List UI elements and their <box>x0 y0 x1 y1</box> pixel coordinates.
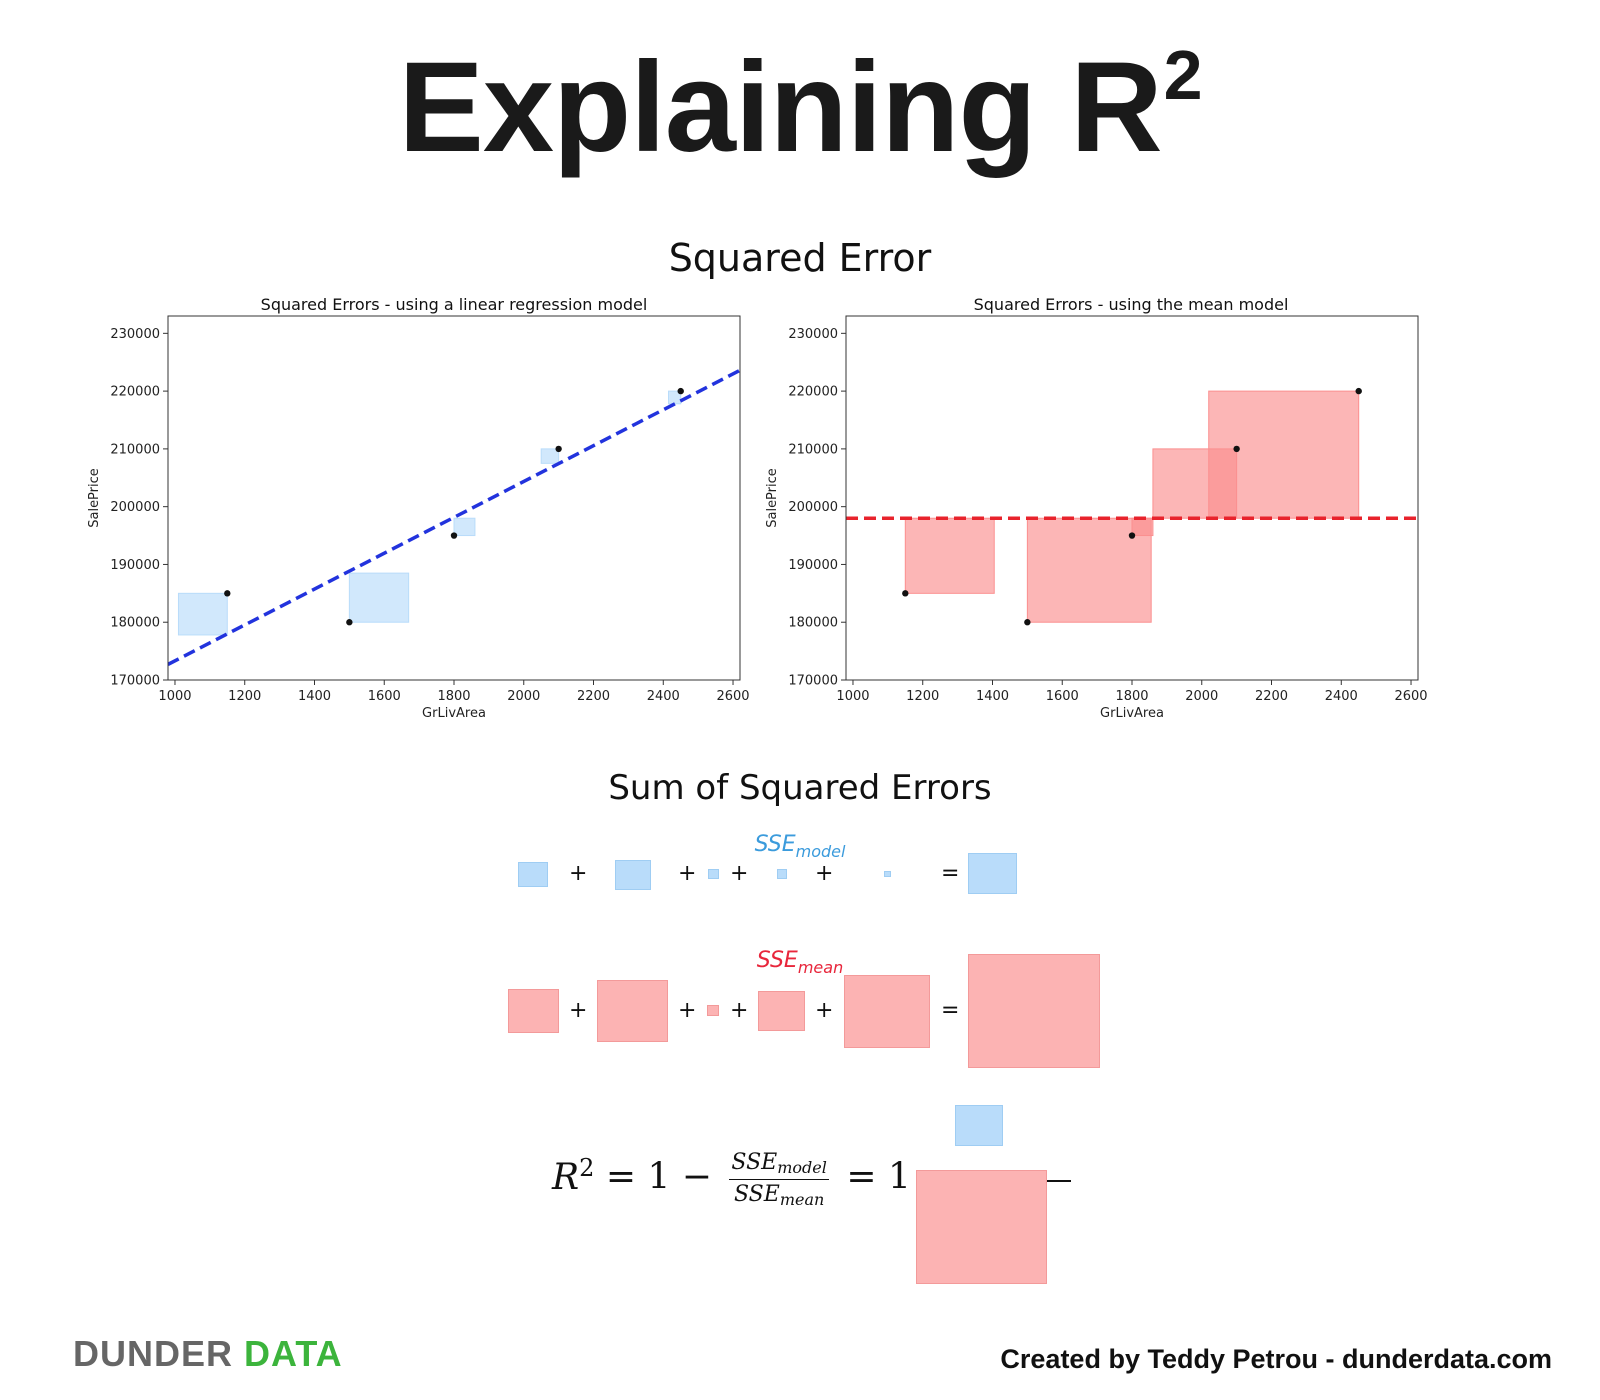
x-tick-label: 2000 <box>1185 689 1218 704</box>
y-tick-label: 200000 <box>110 500 160 515</box>
model-error-square-4 <box>777 869 787 879</box>
y-tick-label: 180000 <box>110 616 160 631</box>
y-tick-label: 170000 <box>110 674 160 689</box>
data-point-3 <box>1128 532 1136 539</box>
model-error-square-1 <box>518 862 548 887</box>
error-square-2 <box>348 572 410 623</box>
x-tick-label: 1000 <box>836 689 869 704</box>
x-tick-label: 1800 <box>437 689 470 704</box>
y-tick-label: 190000 <box>110 558 160 573</box>
plus-sign: + <box>678 998 697 1023</box>
mean-error-square-2 <box>597 980 668 1042</box>
x-axis-label: GrLivArea <box>422 706 486 721</box>
sse-model-label: SSEmodel <box>754 832 846 861</box>
page-title: Explaining R2 <box>398 36 1202 179</box>
x-tick-label: 2400 <box>1325 689 1358 704</box>
plus-sign: + <box>815 861 834 886</box>
model-error-square-2 <box>615 860 651 890</box>
data-point-1 <box>902 590 909 597</box>
x-tick-label: 2000 <box>507 689 540 704</box>
y-axis-label: SalePrice <box>765 468 780 528</box>
error-square-1 <box>904 517 995 594</box>
r-squared-formula: R2 = 1 − SSEmodel SSEmean = 1 − <box>552 1150 952 1209</box>
plus-sign: + <box>815 998 834 1023</box>
formula-equals-one-minus: = 1 − <box>605 1156 712 1198</box>
x-tick-label: 1200 <box>228 689 261 704</box>
error-square-4 <box>540 448 560 464</box>
y-tick-label: 210000 <box>788 442 838 457</box>
data-point-3 <box>450 532 458 539</box>
mean-error-square-1 <box>508 989 559 1033</box>
y-tick-label: 170000 <box>788 674 838 689</box>
y-tick-label: 230000 <box>788 327 838 342</box>
data-point-1 <box>224 590 231 597</box>
plus-sign: + <box>569 861 588 886</box>
formula-denominator-square <box>916 1170 1047 1284</box>
formula-numerator: SSEmodel <box>729 1150 829 1180</box>
x-tick-label: 1400 <box>976 689 1009 704</box>
y-tick-label: 220000 <box>110 385 160 400</box>
y-tick-label: 200000 <box>788 500 838 515</box>
regression-model-chart: 1000 1200 1400 1600 1800 2000 2200 2400 2600 1700… <box>87 315 750 721</box>
error-square-5 <box>1208 390 1360 519</box>
data-point-5 <box>1355 387 1362 395</box>
formula-fraction: SSEmodel SSEmean <box>729 1150 829 1209</box>
x-tick-label: 1600 <box>368 689 401 704</box>
y-axis-label: SalePrice <box>87 468 102 528</box>
plus-sign: + <box>569 998 588 1023</box>
sse-mean-total-square <box>968 954 1100 1068</box>
x-tick-label: 2200 <box>1255 689 1288 704</box>
y-tick-label: 180000 <box>788 616 838 631</box>
x-tick-label: 2600 <box>1394 689 1427 704</box>
y-tick-label: 210000 <box>110 442 160 457</box>
y-tick-label: 230000 <box>110 327 160 342</box>
plus-sign: + <box>730 861 749 886</box>
formula-lhs: R2 <box>552 1153 595 1198</box>
section-title-squared-error: Squared Error <box>668 236 932 280</box>
right-plot-title: Squared Errors - using the mean model <box>973 295 1289 314</box>
sse-mean-label: SSEmean <box>756 948 844 977</box>
sse-model-total-square <box>968 853 1017 894</box>
left-plot-title: Squared Errors - using a linear regressi… <box>260 295 648 314</box>
mean-error-square-5 <box>844 975 930 1048</box>
model-error-square-5 <box>884 871 891 877</box>
y-tick-label: 190000 <box>788 558 838 573</box>
error-square-1 <box>177 592 228 636</box>
equals-sign: = <box>941 998 960 1023</box>
model-line <box>168 368 740 666</box>
x-tick-label: 1400 <box>298 689 331 704</box>
x-axis-label: GrLivArea <box>1100 706 1164 721</box>
x-tick-label: 2200 <box>577 689 610 704</box>
x-tick-label: 2400 <box>647 689 680 704</box>
model-error-square-3 <box>708 869 719 879</box>
formula-numerator-square <box>955 1105 1003 1146</box>
x-tick-label: 1800 <box>1115 689 1148 704</box>
brand-logo: DUNDER DATA <box>73 1333 343 1374</box>
mean-error-square-3 <box>707 1005 719 1016</box>
credit-text: Created by Teddy Petrou - dunderdata.com <box>1000 1344 1552 1374</box>
data-point-5 <box>677 387 684 395</box>
equals-sign: = <box>941 861 960 886</box>
x-tick-label: 1000 <box>158 689 191 704</box>
plot-frame <box>167 315 741 681</box>
error-square-3 <box>453 517 476 537</box>
x-tick-label: 1600 <box>1046 689 1079 704</box>
y-tick-label: 220000 <box>788 385 838 400</box>
data-point-2 <box>1024 619 1031 626</box>
x-tick-label: 1200 <box>906 689 939 704</box>
data-point-4 <box>1233 445 1240 453</box>
plus-sign: + <box>730 998 749 1023</box>
plus-sign: + <box>678 861 697 886</box>
x-tick-label: 2600 <box>716 689 749 704</box>
formula-denominator: SSEmean <box>734 1182 825 1209</box>
data-point-4 <box>555 445 562 453</box>
mean-error-square-4 <box>758 991 805 1031</box>
data-point-2 <box>346 619 353 626</box>
section-title-sum-of-squared-errors: Sum of Squared Errors <box>608 768 992 808</box>
mean-model-chart: 1000 1200 1400 1600 1800 2000 2200 2400 2600 1700… <box>765 315 1428 721</box>
error-square-3 <box>1131 517 1154 537</box>
